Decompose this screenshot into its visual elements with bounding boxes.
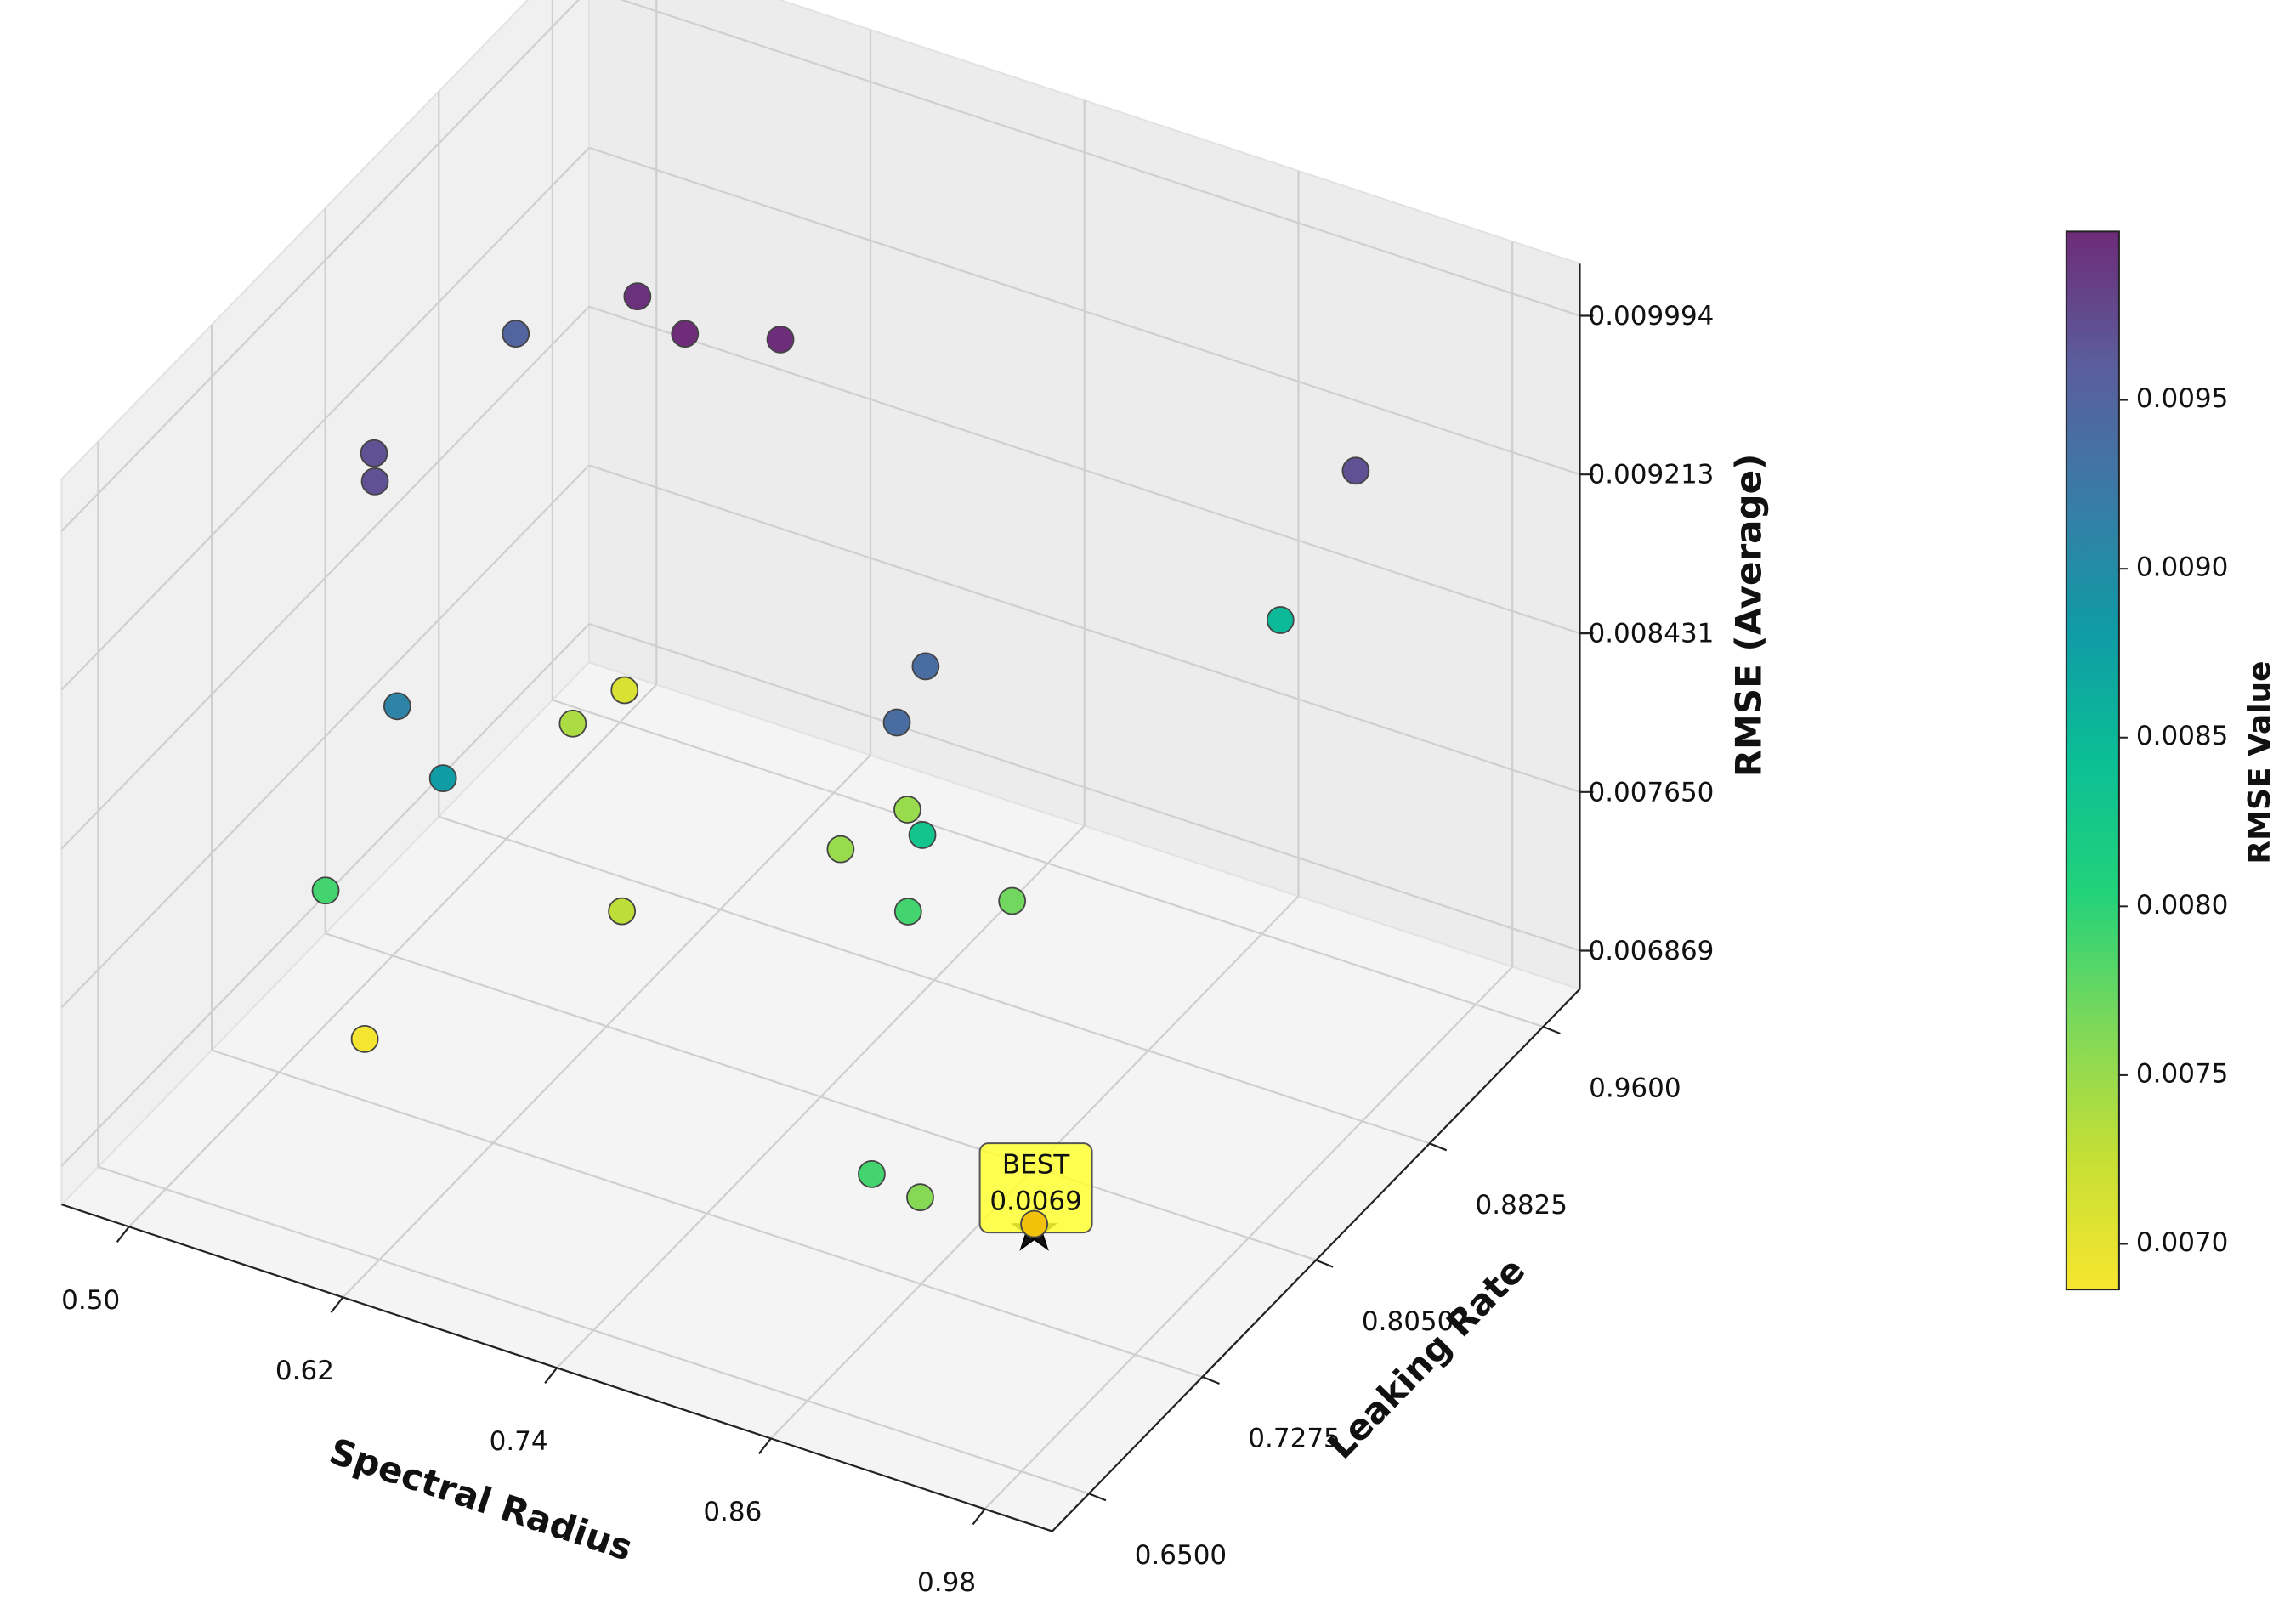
grid-line — [325, 932, 1317, 1261]
y-tick-label: 0.7275 — [1248, 1423, 1340, 1453]
x-tick-label: 0.50 — [61, 1285, 120, 1316]
y-tick-label: 0.8825 — [1476, 1190, 1568, 1221]
point — [826, 835, 855, 864]
point — [383, 692, 411, 721]
point — [671, 320, 700, 348]
point — [906, 1183, 934, 1212]
grid-line — [588, 623, 1580, 952]
grid-line — [98, 1165, 1090, 1495]
point — [893, 796, 921, 824]
point — [1266, 606, 1295, 634]
y-tick — [1429, 1142, 1448, 1152]
colorbar-tick-label: 0.0090 — [2136, 552, 2228, 583]
z-tick-label: 0.008431 — [1588, 619, 1714, 649]
panes — [60, 0, 1582, 1532]
point — [893, 898, 922, 926]
point — [1341, 456, 1370, 485]
x-tick — [544, 1367, 558, 1385]
grid-line — [588, 146, 1580, 476]
grid-line — [60, 305, 590, 850]
z-tick-label: 0.009213 — [1588, 460, 1714, 490]
point — [350, 1024, 379, 1053]
point — [610, 676, 639, 705]
colorbar-tick-label: 0.0070 — [2136, 1227, 2228, 1258]
y-axis-label: Leaking Rate — [1319, 1249, 1533, 1467]
x-axis-label: Spectral Radius — [325, 1430, 638, 1569]
colorbar: 0.0070 0.0075 0.0080 0.0085 0.0090 0.0095 RMSE… — [2065, 230, 2277, 1291]
colorbar-label: RMSE Value — [2242, 660, 2277, 864]
point — [502, 320, 530, 348]
y-tick — [1542, 1025, 1561, 1035]
y-tick-label: 0.9600 — [1589, 1073, 1681, 1103]
point — [608, 897, 637, 926]
x-tick — [330, 1296, 344, 1313]
point — [858, 1159, 886, 1188]
grid-line — [60, 0, 580, 532]
point — [558, 709, 587, 738]
point — [882, 708, 911, 737]
grid-line — [619, 0, 1580, 317]
x-tick-label: 0.74 — [490, 1426, 548, 1457]
x-tick-label: 0.62 — [275, 1356, 334, 1386]
best-point — [1020, 1209, 1048, 1238]
point — [311, 876, 340, 905]
x-tick-label: 0.86 — [703, 1497, 762, 1527]
y-tick-label: 0.8050 — [1362, 1306, 1454, 1337]
grid-line — [552, 699, 1544, 1028]
point — [360, 467, 389, 496]
x-tick — [972, 1508, 986, 1526]
colorbar-tick-label: 0.0080 — [2136, 890, 2228, 920]
z-tick-label: 0.009994 — [1588, 301, 1714, 331]
z-tick-label: 0.007650 — [1588, 777, 1714, 807]
annotation-text: BEST — [1002, 1150, 1071, 1181]
z-tick-label: 0.006869 — [1588, 936, 1714, 966]
y-tick-label: 0.6500 — [1135, 1540, 1227, 1571]
colorbar-tick-label: 0.0085 — [2136, 721, 2228, 751]
y-tick — [1202, 1375, 1220, 1385]
y-tick — [1088, 1493, 1107, 1502]
point — [911, 652, 940, 681]
point — [998, 886, 1027, 915]
point — [428, 764, 457, 793]
point — [623, 282, 652, 311]
colorbar-tick-label: 0.0095 — [2136, 383, 2228, 414]
point — [766, 325, 795, 354]
x-tick-label: 0.98 — [917, 1567, 976, 1598]
z-axis-label: RMSE (Average) — [1728, 454, 1770, 778]
grid-line — [211, 1049, 1203, 1379]
x-tick — [757, 1437, 772, 1455]
point — [360, 439, 388, 467]
grid-line — [60, 464, 590, 1009]
grid-line — [60, 147, 590, 691]
y-tick — [1315, 1259, 1334, 1268]
colorbar-gradient — [2065, 230, 2120, 1291]
grid-line — [438, 815, 1431, 1145]
point — [908, 821, 937, 849]
grid-line — [588, 305, 1580, 635]
colorbar-tick-label: 0.0075 — [2136, 1058, 2228, 1089]
grid-line — [588, 464, 1580, 793]
x-tick — [116, 1226, 130, 1243]
